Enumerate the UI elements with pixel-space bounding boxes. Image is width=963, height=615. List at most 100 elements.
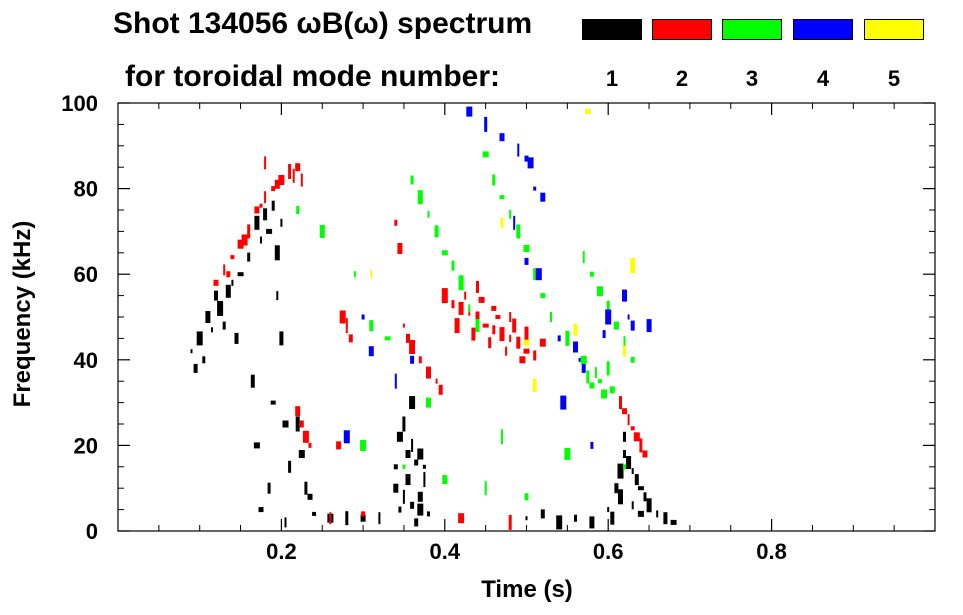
data-point-n2 (295, 163, 301, 172)
data-point-n1 (427, 511, 430, 517)
data-point-n2 (451, 300, 455, 309)
data-point-n1 (540, 509, 545, 519)
data-point-n1 (266, 228, 273, 234)
data-point-n3 (565, 330, 570, 346)
y-tick-label: 40 (74, 348, 98, 373)
data-point-n3 (533, 268, 537, 281)
data-point-n3 (369, 320, 374, 332)
data-point-n3 (623, 464, 626, 470)
data-point-n1 (393, 483, 399, 493)
data-point-n4 (535, 268, 542, 281)
data-point-n3 (582, 251, 585, 264)
data-point-n1 (574, 514, 577, 522)
data-point-n4 (622, 289, 627, 302)
data-point-n2 (397, 243, 403, 254)
data-point-n2 (361, 511, 366, 517)
data-point-n2 (639, 438, 643, 453)
data-point-n1 (202, 356, 206, 364)
data-point-n4 (627, 314, 630, 320)
data-point-n4 (368, 346, 374, 357)
data-point-n1 (231, 279, 234, 286)
data-point-n4 (343, 430, 350, 444)
data-point-n1 (656, 510, 659, 518)
data-point-n2 (627, 414, 630, 426)
data-point-n2 (259, 203, 263, 208)
data-point-n2 (633, 432, 640, 442)
y-tick-label: 0 (86, 519, 98, 544)
data-point-n2 (418, 356, 422, 364)
data-point-n1 (618, 489, 623, 505)
data-point-n2 (226, 271, 231, 278)
data-point-n1 (393, 464, 398, 470)
data-point-n3 (468, 304, 471, 313)
legend-label-n5: 5 (887, 66, 901, 91)
data-point-n4 (394, 373, 397, 389)
data-point-n2 (264, 191, 267, 204)
data-point-n4 (513, 215, 516, 230)
data-point-n2 (619, 396, 622, 410)
data-point-n2 (339, 310, 346, 324)
data-point-n3 (384, 336, 391, 341)
data-point-n1 (607, 507, 610, 513)
data-point-n3 (427, 210, 430, 218)
x-axis-title: Time (s) (481, 576, 573, 603)
data-point-n1 (304, 481, 308, 495)
legend-swatch-n3 (722, 19, 782, 40)
data-point-n3 (594, 367, 597, 379)
legend-label-n2: 2 (675, 66, 689, 91)
data-point-n4 (557, 335, 561, 342)
data-point-n2 (299, 420, 304, 428)
data-point-n1 (217, 300, 224, 316)
x-tick-label: 0.4 (430, 539, 461, 564)
data-point-n1 (260, 236, 262, 244)
data-point-n3 (589, 382, 595, 389)
y-tick-label: 60 (74, 262, 98, 287)
data-point-n5 (523, 339, 530, 346)
data-point-n2 (402, 323, 405, 328)
data-point-n4 (533, 186, 537, 191)
data-point-n1 (670, 519, 677, 525)
data-point-n1 (637, 486, 644, 491)
data-point-n1 (284, 517, 287, 528)
data-point-n5 (573, 323, 578, 336)
data-point-n1 (405, 450, 411, 458)
legend-swatch-n1 (582, 19, 642, 40)
data-point-n1 (222, 321, 226, 330)
data-point-n1 (417, 491, 423, 502)
data-point-n5 (500, 217, 504, 228)
data-point-n3 (550, 312, 552, 322)
data-point-n2 (308, 442, 312, 448)
data-point-n2 (271, 186, 276, 192)
data-point-n1 (276, 291, 279, 301)
data-point-n1 (263, 208, 268, 221)
data-point-n3 (509, 209, 512, 219)
data-point-n2 (213, 279, 219, 286)
data-point-n2 (454, 318, 460, 334)
data-point-n4 (605, 309, 612, 325)
data-point-n3 (564, 448, 571, 460)
data-point-n4 (410, 355, 415, 364)
legend-label-n4: 4 (816, 66, 830, 91)
data-point-n2 (508, 514, 512, 530)
data-point-n5 (584, 109, 591, 115)
data-point-n2 (348, 334, 353, 343)
data-point-n1 (205, 311, 211, 323)
data-point-n3 (451, 260, 455, 271)
data-point-n4 (484, 116, 488, 132)
data-point-n2 (464, 291, 467, 300)
legend-swatch-n2 (652, 19, 712, 40)
data-point-n2 (642, 450, 648, 458)
data-point-n4 (560, 395, 567, 410)
data-point-n2 (512, 318, 517, 333)
data-point-n1 (423, 472, 426, 488)
data-point-n1 (225, 284, 231, 298)
data-point-n1 (637, 510, 644, 517)
data-point-n2 (492, 325, 496, 335)
data-point-n1 (274, 245, 280, 261)
data-point-n2 (488, 337, 492, 349)
chart-title: Shot 134056 ωB(ω) spectrum (113, 7, 533, 40)
data-point-n4 (602, 330, 606, 339)
data-point-n2 (471, 327, 476, 341)
data-point-n2 (533, 350, 537, 361)
